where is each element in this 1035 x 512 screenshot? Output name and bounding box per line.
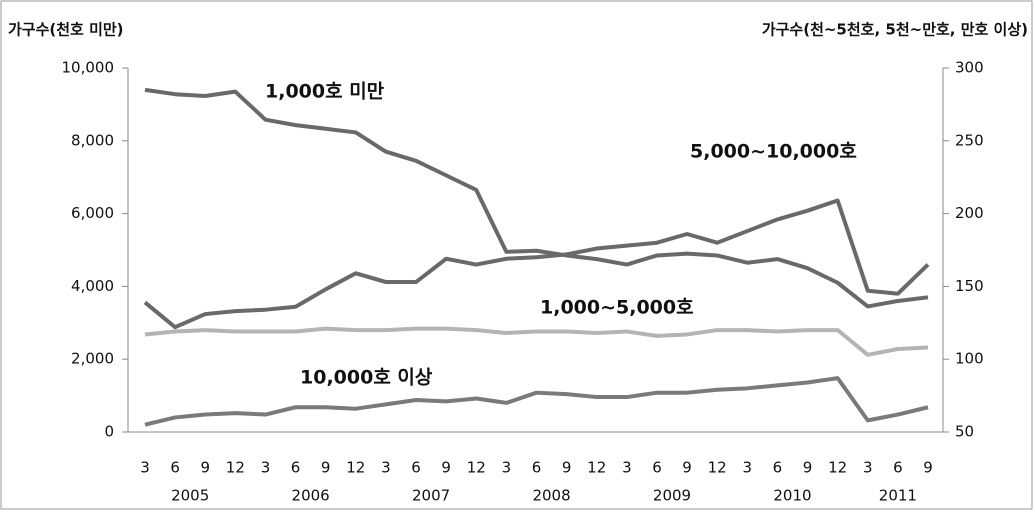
- y2-tick-label: 100: [955, 350, 984, 368]
- x-tick-label: 3: [502, 459, 512, 477]
- y-tick-label: 6,000: [71, 204, 114, 222]
- series-label: 1,000호 미만: [265, 81, 385, 103]
- x-tick-label: 9: [803, 459, 813, 477]
- x-tick-label: 12: [587, 459, 606, 477]
- year-label: 2007: [412, 487, 450, 505]
- year-label: 2005: [171, 487, 209, 505]
- x-tick-label: 12: [346, 459, 365, 477]
- y2-tick-label: 250: [955, 131, 984, 149]
- x-tick-label: 6: [532, 459, 542, 477]
- y-axis-title: 가구수(천호 미만): [8, 21, 124, 39]
- y2-tick-label: 50: [955, 423, 974, 441]
- y2-axis-title: 가구수(천~5천호, 5천~만호, 만호 이상): [762, 21, 1028, 39]
- x-tick-label: 12: [828, 459, 847, 477]
- series-line: [144, 87, 929, 309]
- series-label: 5,000~10,000호: [690, 141, 857, 163]
- x-tick-label: 6: [291, 459, 301, 477]
- x-tick-label: 3: [261, 459, 271, 477]
- y2-tick-label: 300: [955, 59, 984, 77]
- year-label: 2011: [879, 487, 917, 505]
- x-tick-label: 9: [321, 459, 331, 477]
- x-tick-label: 3: [863, 459, 873, 477]
- x-tick-label: 9: [923, 459, 933, 477]
- x-tick-label: 12: [226, 459, 245, 477]
- year-label: 2009: [653, 487, 691, 505]
- x-tick-label: 12: [467, 459, 486, 477]
- x-tick-label: 9: [441, 459, 451, 477]
- x-tick-label: 3: [622, 459, 632, 477]
- x-tick-label: 6: [773, 459, 783, 477]
- series-label: 1,000~5,000호: [540, 297, 694, 319]
- x-tick-label: 9: [682, 459, 692, 477]
- x-tick-label: 6: [170, 459, 180, 477]
- x-tick-label: 6: [893, 459, 903, 477]
- series-line: [144, 376, 929, 427]
- y-tick-label: 2,000: [71, 350, 114, 368]
- x-tick-label: 12: [708, 459, 727, 477]
- y-tick-label: 0: [104, 423, 114, 441]
- series-line: [144, 326, 929, 357]
- y-tick-label: 8,000: [71, 131, 114, 149]
- x-tick-label: 9: [200, 459, 210, 477]
- x-tick-label: 6: [652, 459, 662, 477]
- y2-tick-label: 200: [955, 204, 984, 222]
- x-tick-label: 6: [411, 459, 421, 477]
- y-tick-label: 4,000: [71, 277, 114, 295]
- series-line: [143, 198, 930, 330]
- x-tick-label: 3: [140, 459, 150, 477]
- y2-tick-label: 150: [955, 277, 984, 295]
- x-tick-label: 9: [562, 459, 572, 477]
- year-label: 2010: [773, 487, 811, 505]
- series-label: 10,000호 이상: [300, 367, 433, 389]
- x-tick-label: 3: [743, 459, 753, 477]
- year-label: 2006: [292, 487, 330, 505]
- year-label: 2008: [532, 487, 570, 505]
- x-tick-label: 3: [381, 459, 391, 477]
- y-tick-label: 10,000: [62, 59, 115, 77]
